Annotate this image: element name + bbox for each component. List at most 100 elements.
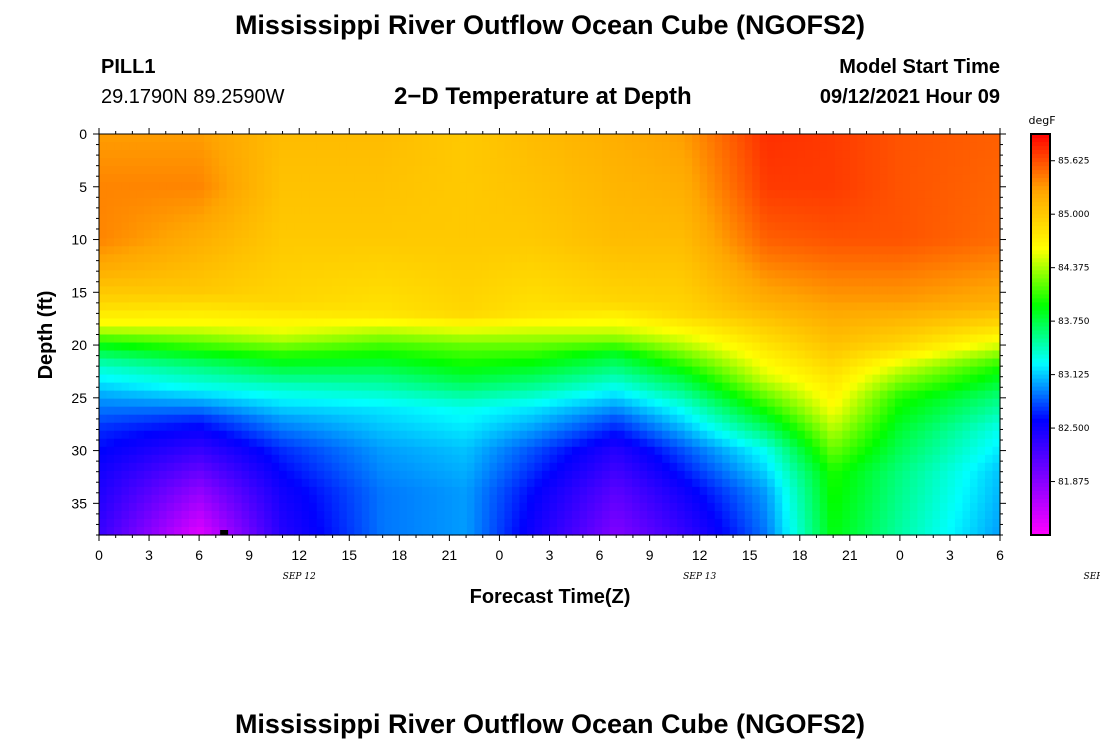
heatmap-cell [324, 446, 333, 456]
heatmap-cell [541, 398, 551, 408]
heatmap-cell [632, 446, 641, 456]
heatmap-cell [722, 462, 731, 472]
heatmap-cell [677, 334, 686, 344]
heatmap-cell [677, 262, 686, 271]
heatmap-cell [174, 310, 183, 320]
heatmap-cell [159, 374, 168, 384]
heatmap-cell [339, 422, 348, 432]
heatmap-cell [174, 150, 183, 159]
heatmap-cell [699, 214, 708, 223]
heatmap-cell [444, 254, 453, 263]
heatmap-cell [369, 198, 378, 207]
heatmap-cell [316, 526, 325, 536]
heatmap-cell [609, 294, 618, 304]
heatmap-cell [316, 326, 325, 336]
heatmap-cell [309, 174, 318, 183]
heatmap-cell [594, 414, 603, 424]
heatmap-cell [819, 262, 828, 271]
heatmap-cell [774, 454, 783, 464]
heatmap-cell [399, 334, 408, 344]
heatmap-cell [196, 414, 205, 424]
heatmap-cell [737, 398, 746, 408]
heatmap-cell [271, 446, 280, 456]
heatmap-cell [316, 310, 325, 320]
heatmap-cell [421, 478, 430, 488]
heatmap-cell [489, 462, 498, 472]
heatmap-cell [271, 158, 280, 167]
heatmap-cell [219, 238, 228, 247]
heatmap-cell [677, 342, 686, 352]
heatmap-cell [166, 398, 175, 408]
heatmap-cell [346, 182, 355, 191]
heatmap-cell [151, 390, 160, 400]
heatmap-cell [692, 158, 701, 167]
heatmap-cell [541, 294, 551, 304]
heatmap-cell [414, 374, 423, 384]
heatmap-cell [451, 310, 460, 320]
heatmap-cell [662, 262, 671, 271]
heatmap-cell [421, 454, 430, 464]
heatmap-cell [572, 342, 581, 352]
heatmap-cell [436, 182, 445, 191]
heatmap-cell [474, 150, 483, 159]
heatmap-cell [399, 214, 408, 223]
heatmap-cell [557, 318, 566, 328]
heatmap-cell [654, 294, 663, 304]
heatmap-cell [774, 334, 783, 344]
heatmap-cell [204, 214, 213, 223]
heatmap-cell [744, 302, 753, 312]
heatmap-cell [166, 254, 175, 263]
heatmap-cell [496, 502, 506, 512]
heatmap-cell [511, 166, 521, 175]
heatmap-cell [594, 134, 603, 143]
heatmap-cell [714, 478, 723, 488]
heatmap-cell [436, 318, 445, 328]
heatmap-cell [789, 462, 798, 472]
heatmap-cell [647, 462, 656, 472]
heatmap-cell [121, 238, 130, 247]
heatmap-cell [639, 222, 648, 231]
heatmap-cell [752, 190, 761, 199]
heatmap-cell [519, 198, 528, 207]
heatmap-cell [159, 278, 168, 287]
heatmap-cell [256, 206, 265, 215]
heatmap-cell [346, 198, 355, 207]
heatmap-cell [797, 486, 806, 496]
heatmap-cell [181, 214, 190, 223]
heatmap-cell [564, 446, 573, 456]
heatmap-cell [406, 518, 415, 528]
heatmap-cell [639, 342, 648, 352]
heatmap-cell [301, 358, 310, 368]
heatmap-cell [609, 238, 618, 247]
heatmap-cell [819, 158, 828, 167]
heatmap-cell [174, 254, 183, 263]
heatmap-cell [181, 462, 190, 472]
heatmap-cell [639, 286, 648, 295]
heatmap-cell [279, 342, 288, 352]
heatmap-cell [647, 238, 656, 247]
heatmap-cell [451, 198, 460, 207]
heatmap-cell [564, 414, 573, 424]
heatmap-cell [692, 206, 701, 215]
heatmap-cell [316, 366, 325, 376]
heatmap-cell [609, 382, 618, 392]
heatmap-cell [316, 486, 325, 496]
heatmap-cell [519, 278, 528, 287]
heatmap-cell [181, 422, 190, 432]
heatmap-cell [106, 350, 115, 360]
heatmap-cell [737, 278, 746, 287]
heatmap-cell [294, 278, 303, 287]
station-id: PILL1 [101, 56, 156, 78]
heatmap-cell [226, 270, 235, 279]
heatmap-cell [144, 150, 153, 159]
heatmap-cell [602, 342, 611, 352]
heatmap-cell [459, 406, 468, 416]
heatmap-cell [714, 446, 723, 456]
heatmap-cell [339, 374, 348, 384]
heatmap-cell [669, 518, 678, 528]
heatmap-cell [647, 382, 656, 392]
heatmap-cell [647, 182, 656, 191]
heatmap-cell [226, 446, 235, 456]
heatmap-cell [376, 366, 385, 376]
heatmap-cell [662, 486, 671, 496]
